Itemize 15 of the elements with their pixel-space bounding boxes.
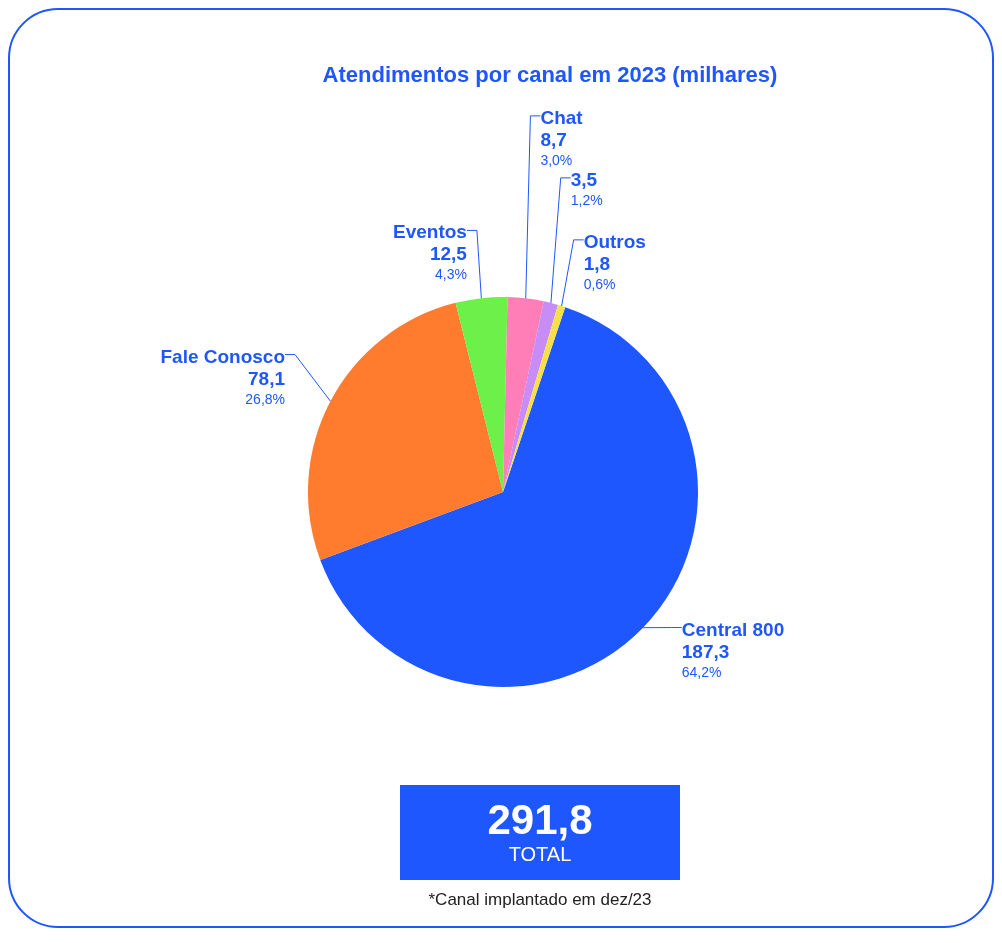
slice-label: Eventos: [392, 221, 467, 243]
data-label: 78,1 26,8%: [245, 367, 286, 407]
data-label: 187,3 64,2%: [681, 640, 730, 680]
text: *Canal implantado em dez/23: [427, 890, 653, 910]
data-label: 12,5 4,3%: [429, 243, 468, 283]
text: TOTAL: [507, 843, 573, 866]
slice-label: Fale Conosco: [160, 345, 286, 367]
slice-label: Central 800: [681, 618, 785, 640]
data-label: 3,5 1,2%: [570, 168, 603, 208]
data-label: 1,8 0,6%: [583, 252, 616, 292]
slice-label: Outros: [583, 230, 646, 252]
text: 291,8: [486, 796, 594, 843]
data-label: 8,7 3,0%: [540, 128, 573, 168]
slice-label: Chat: [540, 106, 584, 128]
chart-title: Atendimentos por canal em 2023 (milhares): [321, 62, 779, 88]
